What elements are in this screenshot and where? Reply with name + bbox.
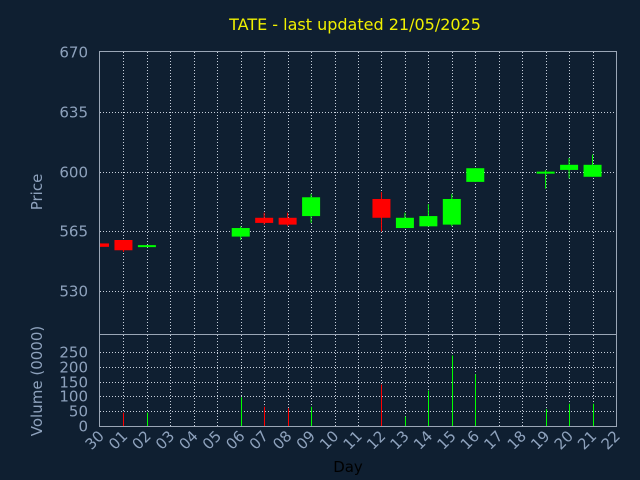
candle-body bbox=[278, 217, 297, 225]
volume-y-tick: 50 bbox=[69, 403, 88, 421]
x-tick: 18 bbox=[504, 427, 530, 453]
candle-body bbox=[302, 197, 321, 217]
x-tick: 22 bbox=[598, 427, 624, 453]
volume-plot-frame bbox=[99, 334, 617, 427]
price-y-tick: 565 bbox=[59, 223, 88, 241]
chart-title: TATE - last updated 21/05/2025 bbox=[228, 15, 481, 34]
volume-y-tick: 200 bbox=[59, 359, 88, 377]
candle-body bbox=[231, 228, 250, 237]
candle-body bbox=[466, 168, 485, 182]
x-tick: 10 bbox=[316, 427, 342, 453]
candle-body bbox=[560, 164, 579, 170]
x-axis-label: Day bbox=[333, 458, 363, 476]
price-y-tick: 600 bbox=[59, 164, 88, 182]
volume-y-tick: 0 bbox=[78, 418, 88, 436]
volume-y-tick: 100 bbox=[59, 388, 88, 406]
x-tick: 14 bbox=[410, 427, 436, 453]
x-tick: 13 bbox=[387, 427, 413, 453]
candle-body bbox=[395, 217, 414, 229]
x-tick: 05 bbox=[199, 427, 225, 453]
x-tick: 19 bbox=[527, 427, 553, 453]
x-tick: 20 bbox=[551, 427, 577, 453]
candle-body bbox=[442, 198, 461, 225]
x-tick: 16 bbox=[457, 427, 483, 453]
price-axis-label: Price bbox=[28, 174, 46, 211]
candle-body bbox=[100, 243, 109, 247]
candle-body bbox=[137, 245, 156, 248]
candle-body bbox=[255, 217, 274, 223]
x-tick: 02 bbox=[129, 427, 155, 453]
x-tick: 11 bbox=[340, 427, 366, 453]
candle-body bbox=[536, 171, 555, 174]
price-y-tick-labels: 530 565 600 635 670 bbox=[59, 44, 88, 301]
price-y-tick: 530 bbox=[59, 283, 88, 301]
candle-body bbox=[372, 198, 391, 218]
x-tick: 01 bbox=[105, 427, 131, 453]
x-tick: 21 bbox=[574, 427, 600, 453]
x-tick-labels: 3001020304050607080910111213141516171819… bbox=[82, 427, 624, 453]
x-tick: 03 bbox=[152, 427, 178, 453]
x-tick: 09 bbox=[293, 427, 319, 453]
price-y-tick: 635 bbox=[59, 104, 88, 122]
volume-bars bbox=[123, 355, 594, 426]
x-tick: 06 bbox=[222, 427, 248, 453]
price-candles bbox=[99, 154, 602, 252]
x-tick: 17 bbox=[480, 427, 506, 453]
x-tick: 12 bbox=[363, 427, 389, 453]
candle-body bbox=[114, 240, 133, 251]
price-gridlines bbox=[100, 52, 616, 334]
volume-axis-label: Volume (0000) bbox=[28, 326, 46, 436]
volume-gridlines bbox=[100, 335, 616, 426]
x-tick: 07 bbox=[246, 427, 272, 453]
volume-y-tick: 150 bbox=[59, 374, 88, 392]
candle-body bbox=[583, 164, 602, 177]
price-y-tick: 670 bbox=[59, 44, 88, 62]
candle-body bbox=[419, 216, 438, 227]
x-tick: 04 bbox=[175, 427, 201, 453]
x-tick: 08 bbox=[269, 427, 295, 453]
volume-y-tick: 250 bbox=[59, 344, 88, 362]
x-tick: 15 bbox=[433, 427, 459, 453]
